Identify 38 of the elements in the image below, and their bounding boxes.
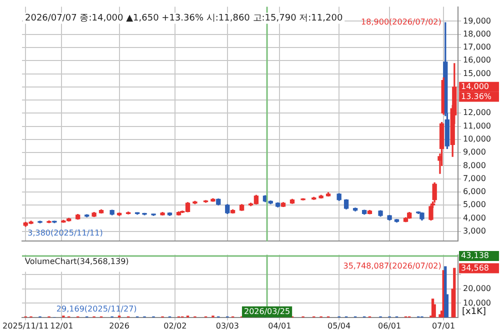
y-tick-label: 10,000 — [463, 134, 491, 144]
x-tick-label: 12/01 — [50, 321, 74, 330]
y-tick-label: 17,000 — [463, 42, 491, 52]
annotation: 3,380(2025/11/11) — [28, 228, 103, 238]
y-tick-label: 16,000 — [463, 56, 491, 65]
annotation: 35,748,087(2026/07/02) — [343, 262, 442, 271]
y-tick-label: 4,000 — [463, 213, 486, 222]
y-tick-label: 15,000 — [463, 68, 491, 78]
y-axis-title: [x1K] — [462, 307, 486, 318]
y-tick-label: 10,000 — [463, 298, 491, 308]
annotation: 29,169(2025/11/27) — [56, 304, 137, 314]
chart-title: VolumeChart(34,568,139) — [25, 256, 129, 266]
y-tick-label: 5,000 — [463, 200, 486, 210]
annotation: 14,000 — [461, 82, 489, 91]
y-tick-label: 19,000 — [463, 16, 491, 26]
y-tick-label: 11,000 — [463, 121, 491, 130]
ref-line-label: 43,138 — [461, 251, 489, 260]
y-tick-label: 18,000 — [463, 29, 491, 38]
text: 2026/07/07 종:14,000 ▲1,650 +13.36% 시:11,860 고:15,790 저:11,200 — [25, 14, 343, 24]
x-tick-label: 06/01 — [378, 321, 402, 330]
x-tick-label: 2025/11/11 — [2, 321, 49, 330]
x-tick-label: 2026 — [109, 321, 130, 330]
annotation: 18,900(2026/07/02) — [361, 18, 442, 27]
x-tick-label: 02/02 — [164, 321, 187, 330]
x-tick-label: 07/01 — [432, 321, 456, 330]
annotation: 34,568 — [461, 263, 489, 272]
y-tick-label: 9,000 — [463, 148, 486, 157]
x-tick-label: 03/03 — [216, 321, 239, 330]
annotation: 13.36% — [461, 92, 492, 101]
y-tick-label: 7,000 — [463, 174, 486, 183]
y-tick-label: 12,000 — [463, 108, 491, 118]
ref-line-label: 2026/03/25 — [244, 306, 290, 316]
y-tick-label: 6,000 — [463, 187, 486, 196]
y-tick-label: 20,000 — [463, 284, 491, 294]
y-tick-label: 3,000 — [463, 226, 486, 236]
y-tick-label: 8,000 — [463, 160, 486, 170]
x-tick-label: 04/01 — [268, 321, 292, 330]
x-tick-label: 05/04 — [328, 321, 351, 330]
